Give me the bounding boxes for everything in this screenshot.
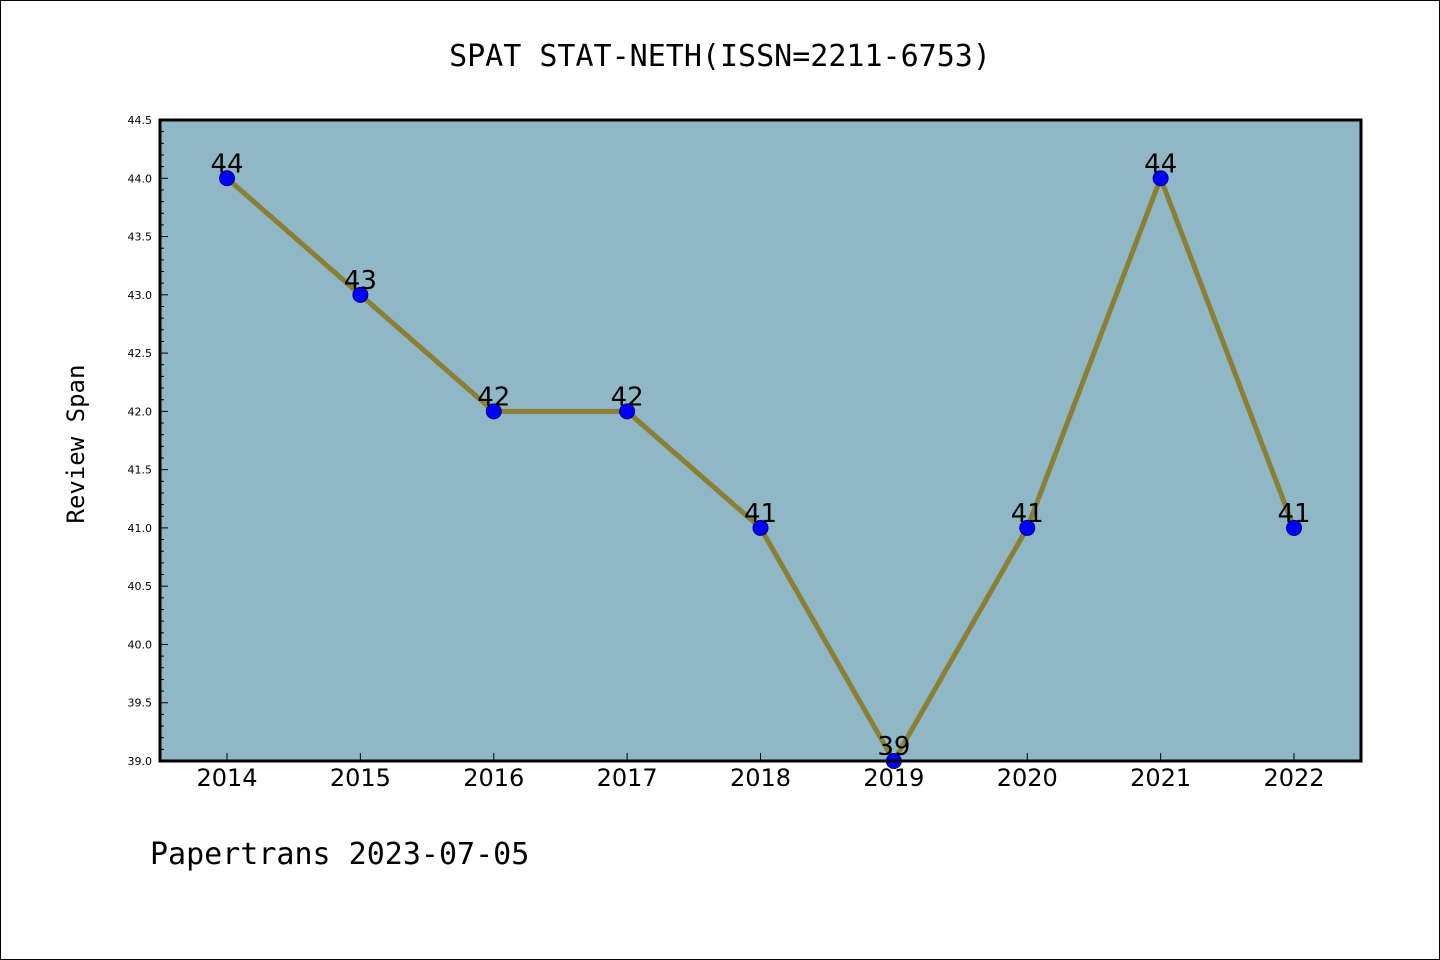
- y-tick-label: 41.5: [128, 464, 153, 477]
- data-point: [485, 403, 502, 420]
- y-tick-label: 42.0: [128, 405, 153, 418]
- data-point: [352, 286, 369, 303]
- data-label: 41: [1011, 499, 1044, 529]
- plot-border: [158, 118, 1363, 763]
- data-label: 44: [1144, 149, 1177, 179]
- y-tick-label: 42.5: [128, 347, 153, 360]
- data-label: 42: [477, 382, 510, 412]
- data-label: 41: [744, 499, 777, 529]
- y-tick-label: 41.0: [128, 522, 153, 535]
- data-label: 39: [877, 732, 910, 762]
- data-label: 43: [344, 266, 377, 296]
- x-tick-label: 2017: [597, 764, 658, 792]
- y-axis-label: Review Span: [62, 365, 90, 524]
- data-labels: 44 43 42 42 41 39 41 44 41: [210, 149, 1310, 762]
- y-tick-label: 43.0: [128, 289, 153, 302]
- plot-area: [160, 120, 1361, 761]
- x-tick-label: 2018: [730, 764, 791, 792]
- y-tick-label: 39.5: [128, 697, 153, 710]
- chart-title: SPAT STAT-NETH(ISSN=2211-6753): [449, 39, 991, 74]
- x-tick-label: 2022: [1263, 764, 1324, 792]
- y-tick-label: 40.5: [128, 580, 153, 593]
- data-label: 41: [1277, 499, 1310, 529]
- x-tick-label: 2021: [1130, 764, 1191, 792]
- data-point: [219, 170, 235, 187]
- x-axis: 2014 2015 2016 2017 2018 2019 2020 2021 2022: [196, 753, 1325, 792]
- data-point: [752, 519, 769, 536]
- data-point: [1152, 170, 1169, 187]
- data-label: 42: [611, 382, 644, 412]
- y-tick-label: 39.0: [128, 755, 153, 768]
- x-tick-label: 2016: [463, 764, 524, 792]
- x-tick-label: 2014: [196, 764, 257, 792]
- y-axis: 39.0 39.5 40.0 40.5 41.0 41.5 42.0 42.5 43.0 43.5…: [128, 114, 168, 768]
- data-point: [1019, 519, 1036, 536]
- footer-text: Papertrans 2023-07-05: [150, 837, 529, 872]
- data-point: [619, 403, 636, 420]
- data-point: [1286, 519, 1302, 536]
- y-tick-label: 40.0: [128, 638, 153, 651]
- x-tick-label: 2015: [330, 764, 391, 792]
- y-tick-label: 44.0: [128, 172, 153, 185]
- x-tick-label: 2020: [997, 764, 1058, 792]
- y-tick-label: 43.5: [128, 231, 153, 244]
- data-label: 44: [210, 149, 243, 179]
- y-tick-label: 44.5: [128, 114, 153, 127]
